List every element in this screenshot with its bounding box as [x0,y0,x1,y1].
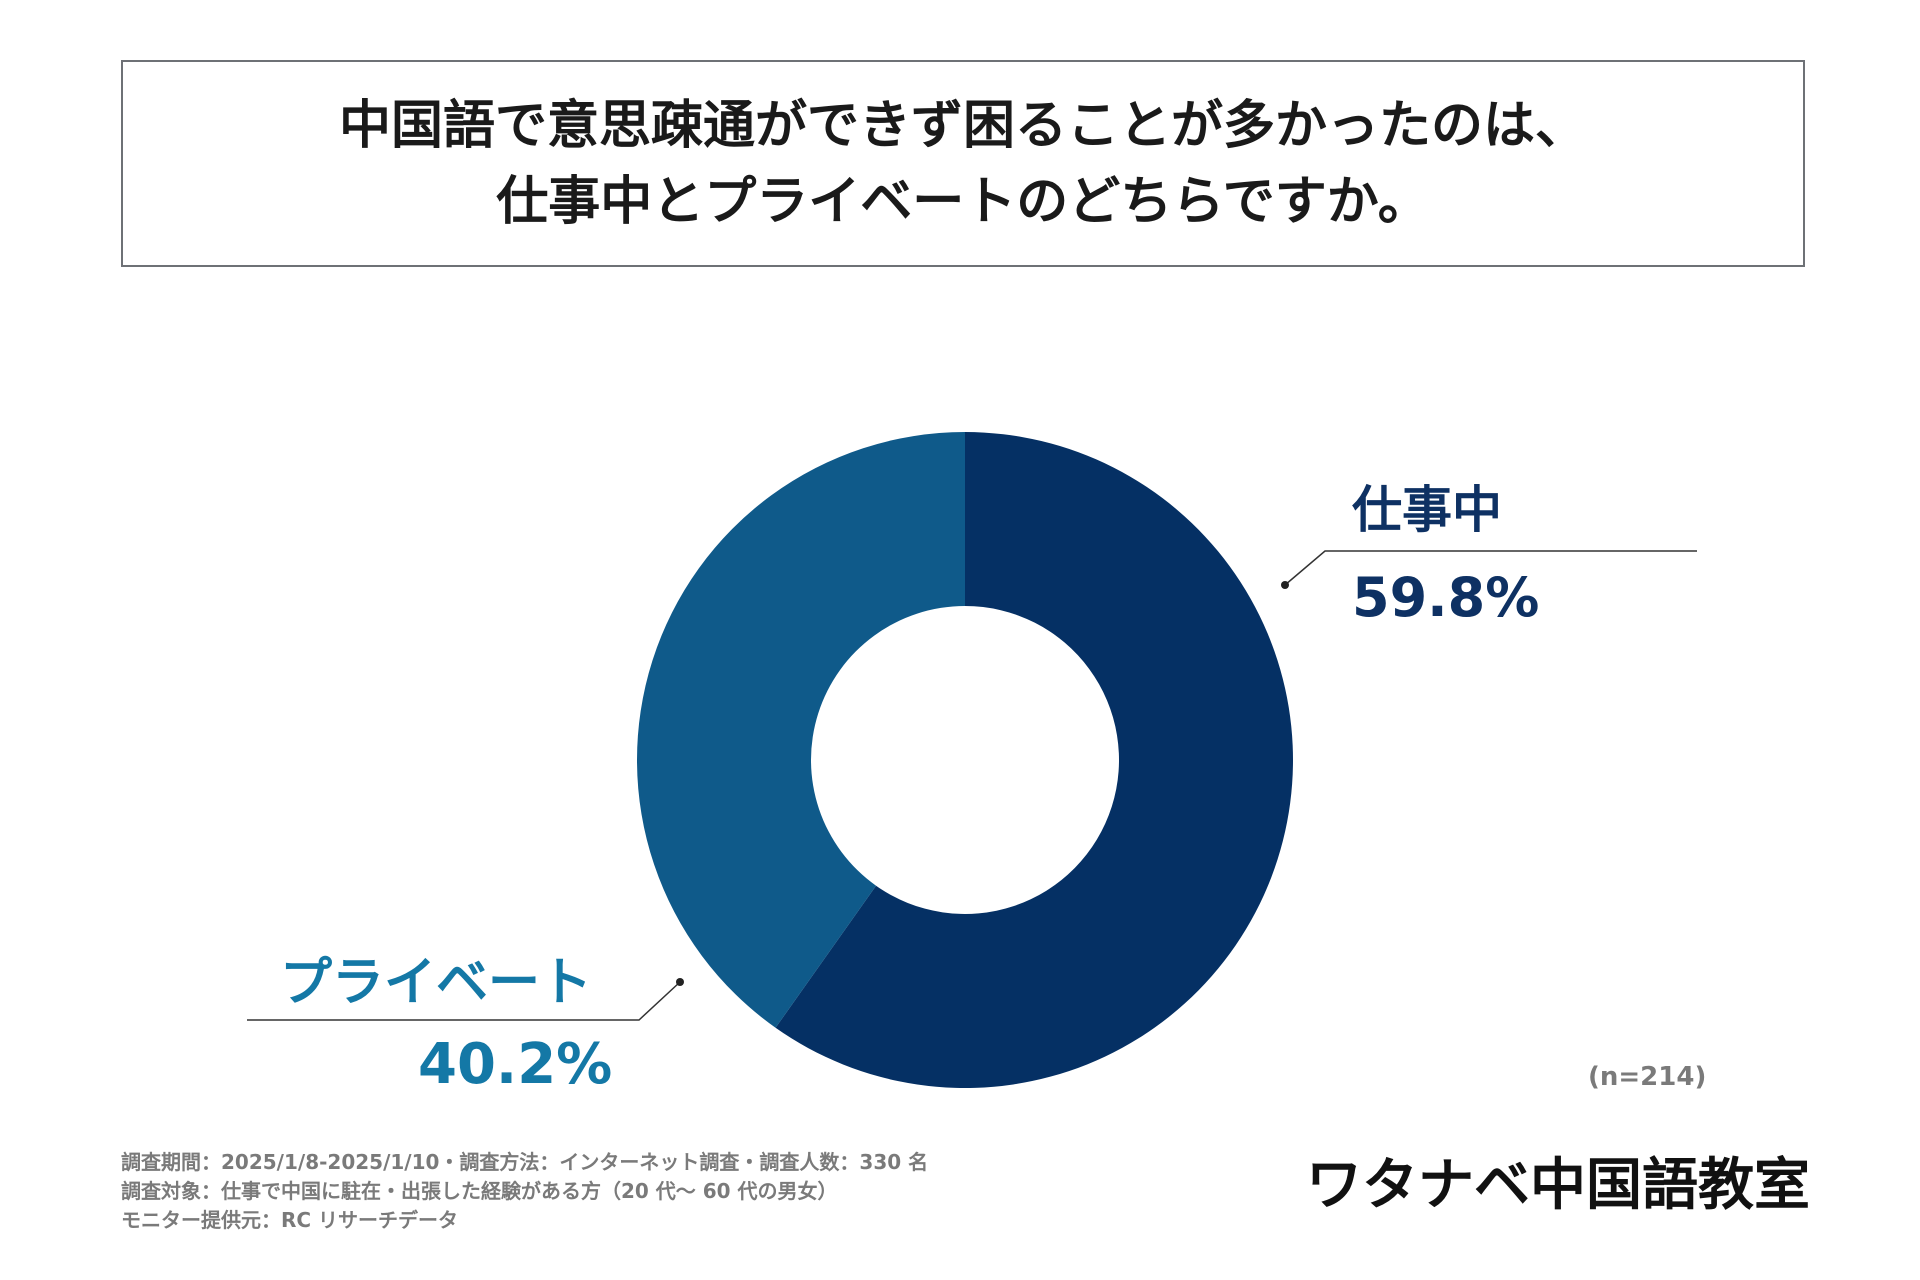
leader-line-work [1284,550,1697,586]
label-work: 仕事中 [1352,481,1502,539]
label-private: プライベート [280,953,593,1013]
donut-slice-private [636,432,965,1028]
leader-line-work-dot [1281,581,1289,589]
footnote-source: モニター提供元：RC リサーチデータ [121,1208,459,1232]
leader-line-private [247,981,681,1021]
value-label-private: 40.2% [418,1032,613,1097]
brand-logo-text: ワタナベ中国語教室 [1306,1153,1810,1218]
question-title-line-2: 仕事中とプライベートのどちらですか。 [496,171,1430,232]
value-label-work: 59.8% [1352,566,1540,629]
donut-slice-work [775,432,1293,1088]
question-title-box: 中国語で意思疎通ができず困ることが多かったのは、 仕事中とプライベートのどちらで… [121,60,1805,267]
footnote-target: 調査対象：仕事で中国に駐在・出張した経験がある方（20 代～ 60 代の男女） [121,1179,838,1203]
survey-footnotes: 調査期間：2025/1/8-2025/1/10・調査方法：インターネット調査・調… [121,1148,928,1235]
sample-size: (n=214) [1588,1062,1707,1092]
leader-line-private-dot [676,978,684,986]
footnote-period: 調査期間：2025/1/8-2025/1/10・調査方法：インターネット調査・調… [121,1150,929,1174]
question-title-line-1: 中国語で意思疎通ができず困ることが多かったのは、 [338,95,1587,156]
